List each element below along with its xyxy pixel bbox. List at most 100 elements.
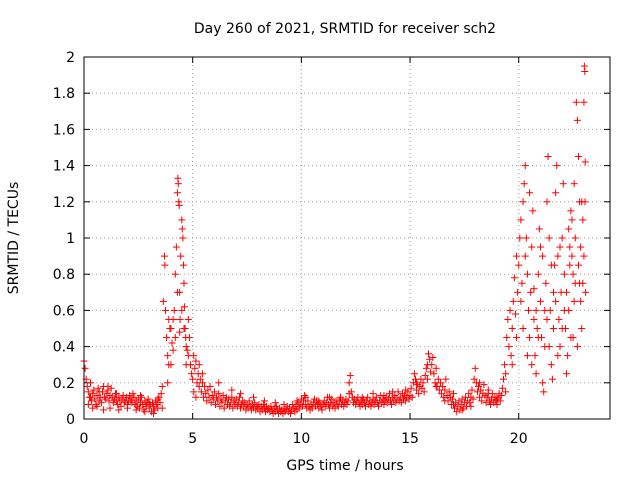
data-point — [559, 180, 567, 188]
data-point — [476, 393, 484, 401]
y-tick-label: 1 — [66, 231, 75, 247]
data-point — [530, 315, 538, 323]
data-point — [440, 393, 448, 401]
data-point — [522, 234, 530, 242]
data-point — [413, 386, 421, 394]
data-point — [251, 399, 259, 407]
data-point — [93, 402, 101, 410]
data-point — [514, 288, 522, 296]
y-tick-label: 0 — [66, 412, 75, 428]
data-point — [554, 352, 562, 360]
data-point — [470, 375, 478, 383]
data-point — [158, 404, 166, 412]
data-point — [438, 390, 446, 398]
data-point — [289, 401, 297, 409]
data-point — [513, 252, 521, 260]
data-point — [130, 393, 138, 401]
data-point — [154, 395, 162, 403]
data-point — [229, 404, 237, 412]
data-point — [573, 116, 581, 124]
data-point — [153, 401, 161, 409]
data-point — [566, 243, 574, 251]
data-point — [254, 404, 262, 412]
data-point — [235, 393, 243, 401]
data-point — [100, 406, 108, 414]
data-point — [215, 390, 223, 398]
data-point — [180, 325, 188, 332]
data-point — [476, 379, 484, 387]
data-point — [507, 352, 515, 360]
data-point — [160, 252, 168, 260]
data-point — [499, 375, 507, 383]
data-point — [326, 393, 334, 401]
data-point — [127, 395, 135, 403]
data-point — [197, 388, 205, 396]
data-point — [574, 261, 582, 269]
data-point — [402, 386, 410, 394]
data-point — [422, 364, 430, 372]
chart-title: Day 260 of 2021, SRMTID for receiver sch… — [194, 21, 496, 37]
data-point — [405, 395, 413, 403]
data-point — [478, 397, 486, 405]
data-point — [89, 404, 97, 412]
data-point — [397, 399, 405, 407]
data-point — [418, 384, 426, 392]
x-tick-label: 5 — [188, 431, 197, 447]
data-point — [469, 395, 477, 403]
data-point — [137, 391, 145, 399]
data-point — [179, 234, 187, 242]
data-point — [163, 334, 171, 342]
data-point — [558, 234, 566, 242]
data-point — [547, 261, 555, 269]
data-point — [114, 401, 122, 409]
data-point — [89, 390, 97, 398]
data-point — [563, 288, 571, 296]
data-point — [548, 375, 556, 383]
data-point — [259, 401, 267, 409]
data-point — [375, 402, 383, 410]
data-point — [331, 404, 339, 412]
data-point — [541, 306, 549, 314]
data-point — [91, 395, 99, 403]
data-point — [471, 364, 479, 372]
data-point — [293, 397, 301, 405]
data-point — [560, 270, 568, 278]
data-point — [204, 386, 212, 394]
data-point — [380, 401, 388, 409]
data-point — [544, 153, 552, 161]
data-point — [432, 364, 440, 372]
data-point — [95, 388, 103, 396]
data-point — [104, 382, 112, 390]
data-point — [483, 393, 491, 401]
data-point — [113, 390, 121, 398]
data-point — [315, 397, 323, 405]
data-point — [468, 386, 476, 394]
data-point — [579, 216, 587, 224]
data-point — [180, 261, 188, 269]
data-point — [513, 334, 521, 342]
data-point — [170, 306, 178, 314]
data-point — [129, 390, 137, 398]
data-point — [574, 153, 582, 161]
data-point — [523, 270, 531, 278]
data-point — [213, 393, 221, 401]
data-point — [383, 399, 391, 407]
data-point — [570, 297, 578, 305]
data-point — [316, 399, 324, 407]
data-point — [280, 401, 288, 409]
data-point — [88, 397, 96, 405]
data-point — [391, 391, 399, 399]
data-point — [175, 201, 183, 209]
x-tick-label: 0 — [80, 431, 89, 447]
data-point — [402, 397, 410, 405]
data-point — [580, 252, 588, 260]
data-point — [302, 393, 310, 401]
data-point — [83, 382, 91, 390]
data-point — [528, 243, 536, 251]
data-point — [167, 325, 175, 332]
data-point — [295, 404, 303, 412]
data-point — [161, 261, 169, 269]
data-point — [443, 391, 451, 399]
data-point — [359, 395, 367, 403]
data-point — [118, 395, 126, 403]
